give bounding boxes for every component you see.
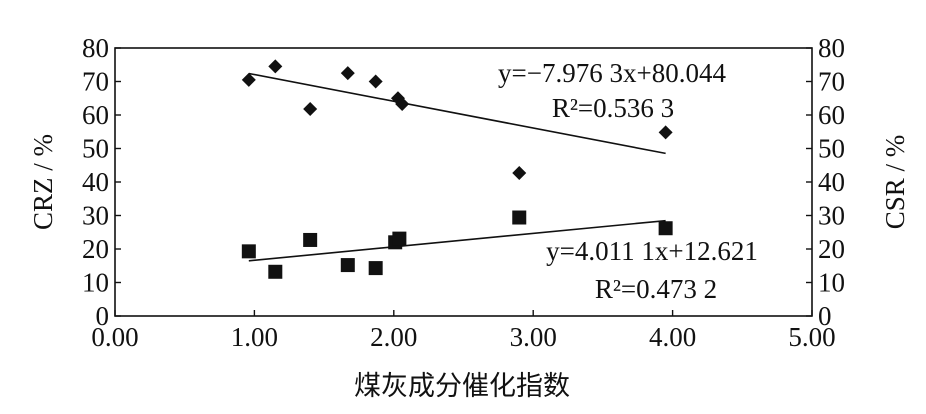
y-tick-label-right: 60 bbox=[818, 100, 845, 130]
trendline-diamond bbox=[248, 72, 666, 155]
y-tick-label-left: 0 bbox=[96, 301, 110, 331]
x-tick-label: 3.00 bbox=[510, 322, 557, 352]
labels: CRZ / % CSR / % 煤灰成分催化指数 y=−7.976 3x+80.… bbox=[28, 58, 910, 402]
y-tick-label-left: 50 bbox=[82, 134, 109, 164]
y-tick-label-right: 30 bbox=[818, 201, 845, 231]
square-point bbox=[512, 210, 527, 225]
diamond-point bbox=[368, 74, 383, 89]
diamond-point bbox=[512, 165, 527, 180]
diamond-point bbox=[395, 96, 410, 111]
square-point bbox=[658, 221, 673, 236]
y-tick-label-right: 80 bbox=[818, 33, 845, 63]
y-tick-label-right: 0 bbox=[818, 301, 832, 331]
trendlines bbox=[248, 72, 666, 262]
square-point bbox=[368, 261, 383, 276]
trend-equation-diamond: y=−7.976 3x+80.044 bbox=[498, 58, 726, 88]
y-tick-label-right: 70 bbox=[818, 67, 845, 97]
trend-equation-square: y=4.011 1x+12.621 bbox=[546, 236, 758, 266]
y-tick-label-right: 40 bbox=[818, 167, 845, 197]
y-tick-label-left: 10 bbox=[82, 268, 109, 298]
diamond-point bbox=[241, 72, 256, 87]
y-tick-label-left: 20 bbox=[82, 234, 109, 264]
y-tick-label-right: 50 bbox=[818, 134, 845, 164]
data-points bbox=[241, 59, 673, 279]
y-axis-title-left: CRZ / % bbox=[28, 134, 58, 230]
trend-r2-square: R²=0.473 2 bbox=[595, 274, 717, 304]
y-tick-label-left: 40 bbox=[82, 167, 109, 197]
y-axis-title-right: CSR / % bbox=[880, 135, 910, 230]
trendline-square bbox=[248, 219, 666, 262]
square-point bbox=[303, 232, 318, 247]
y-tick-label-right: 10 bbox=[818, 268, 845, 298]
diamond-point bbox=[303, 101, 318, 116]
y-tick-label-left: 30 bbox=[82, 201, 109, 231]
x-tick-label: 5.00 bbox=[788, 322, 835, 352]
diamond-point bbox=[340, 66, 355, 81]
y-tick-label-left: 60 bbox=[82, 100, 109, 130]
x-tick-label: 1.00 bbox=[231, 322, 278, 352]
trend-r2-diamond: R²=0.536 3 bbox=[552, 93, 674, 123]
diamond-point bbox=[658, 125, 673, 140]
square-point bbox=[340, 258, 355, 273]
x-tick-label: 2.00 bbox=[370, 322, 417, 352]
y-tick-label-right: 20 bbox=[818, 234, 845, 264]
x-axis-title: 煤灰成分催化指数 bbox=[354, 371, 570, 402]
square-point bbox=[392, 231, 407, 246]
x-tick-label: 0.00 bbox=[91, 322, 138, 352]
y-tick-label-left: 70 bbox=[82, 67, 109, 97]
diamond-point bbox=[268, 59, 283, 74]
square-point bbox=[241, 244, 256, 259]
x-tick-label: 4.00 bbox=[649, 322, 696, 352]
square-point bbox=[268, 264, 283, 279]
y-tick-label-left: 80 bbox=[82, 33, 109, 63]
